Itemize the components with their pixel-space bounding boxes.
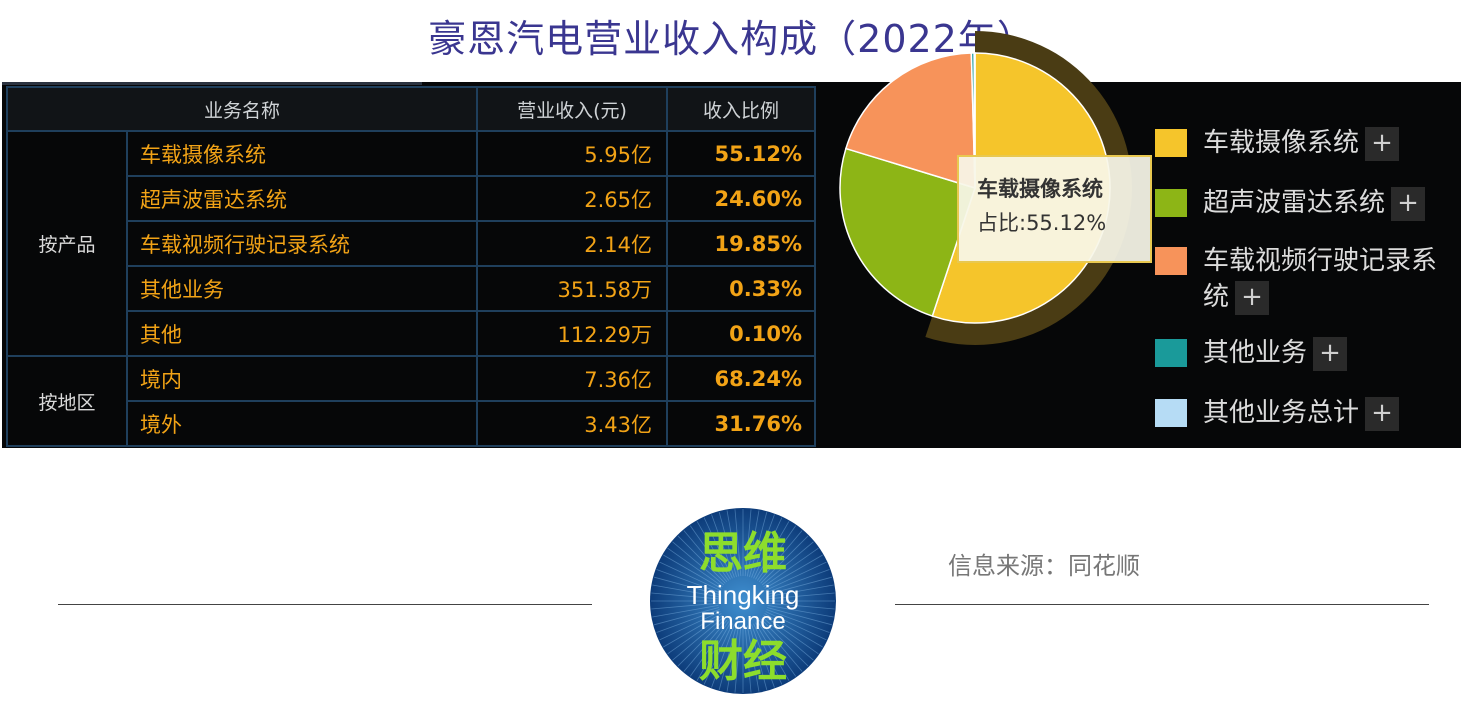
divider-left (58, 604, 592, 605)
chart-title: 豪恩汽电营业收入构成（2022年） (428, 17, 1036, 61)
business-name-cell: 境内 (126, 355, 478, 402)
source-note: 信息来源：同花顺 (948, 552, 1140, 580)
logo-line3: Finance (700, 608, 785, 635)
revenue-cell: 2.65亿 (476, 175, 668, 222)
legend-text: 车载摄像系统 (1203, 128, 1360, 158)
table-row: 按产品 车载摄像系统 5.95亿 55.12% (6, 130, 816, 357)
legend-swatch (1155, 189, 1187, 217)
business-name-cell: 境外 (126, 400, 478, 447)
legend-text: 其他业务 (1203, 338, 1308, 368)
header-business-name: 业务名称 (6, 86, 478, 132)
table-row: 车载视频行驶记录系统 2.14亿 19.85% (7, 220, 816, 267)
business-name-cell: 其他业务 (126, 265, 478, 312)
table-header-row: 业务名称 营业收入(元) 收入比例 (6, 86, 816, 132)
plus-icon[interactable]: + (1391, 186, 1426, 221)
revenue-cell: 5.95亿 (476, 130, 668, 177)
ratio-cell: 31.76% (666, 400, 816, 447)
group-label: 按地区 (6, 355, 128, 447)
legend-swatch (1155, 339, 1187, 367)
revenue-cell: 2.14亿 (476, 220, 668, 267)
ratio-cell: 0.10% (666, 310, 816, 357)
legend-swatch (1155, 399, 1187, 427)
pie-slice-2 (844, 52, 976, 190)
table-row: 其他业务 351.58万 0.33% (7, 265, 816, 312)
legend-text: 超声波雷达系统 (1203, 188, 1386, 218)
ratio-cell: 0.33% (666, 265, 816, 312)
legend-label: 车载视频行驶记录系统 + (1203, 243, 1453, 315)
revenue-cell: 351.58万 (476, 265, 668, 312)
tooltip-value: 占比:55.12% (977, 211, 1107, 235)
plus-icon[interactable]: + (1235, 280, 1270, 315)
ratio-cell: 68.24% (666, 355, 816, 402)
plus-icon[interactable]: + (1365, 396, 1400, 431)
data-panel: 业务名称 营业收入(元) 收入比例 按产品 车载摄像系统 5.95亿 55.12% 超声… (2, 82, 1461, 448)
pie-slice-4 (973, 52, 976, 189)
legend-label: 车载摄像系统 + (1203, 125, 1453, 161)
revenue-cell: 3.43亿 (476, 400, 668, 447)
legend-swatch (1155, 247, 1187, 275)
plus-icon[interactable]: + (1365, 126, 1400, 161)
table-row: 按地区 境内 7.36亿 68.24% (6, 355, 816, 447)
tooltip-name: 车载摄像系统 (977, 177, 1103, 201)
header-ratio: 收入比例 (666, 86, 816, 132)
ratio-cell: 24.60% (666, 175, 816, 222)
revenue-cell: 112.29万 (476, 310, 668, 357)
pie-slice-1 (839, 147, 976, 318)
legend-label: 超声波雷达系统 + (1203, 185, 1453, 221)
divider-right (895, 604, 1429, 605)
table-row: 境外 3.43亿 31.76% (7, 400, 816, 447)
ratio-cell: 55.12% (666, 130, 816, 177)
revenue-cell: 7.36亿 (476, 355, 668, 402)
revenue-table: 业务名称 营业收入(元) 收入比例 按产品 车载摄像系统 5.95亿 55.12% 超声… (6, 86, 816, 447)
business-name-cell: 其他 (126, 310, 478, 357)
table-row: 超声波雷达系统 2.65亿 24.60% (7, 175, 816, 222)
logo-line2: Thingking (687, 580, 800, 610)
legend-label: 其他业务总计 + (1203, 395, 1453, 431)
table-row: 其他 112.29万 0.10% (7, 310, 816, 357)
legend-text: 其他业务总计 (1203, 398, 1360, 428)
plus-icon[interactable]: + (1313, 336, 1348, 371)
logo-line4: 财经 (699, 637, 787, 686)
header-revenue: 营业收入(元) (476, 86, 668, 132)
legend-text: 车载视频行驶记录系统 (1203, 246, 1438, 312)
thinking-finance-logo: 思维 Thingking Finance 财经 (650, 508, 836, 694)
group-label: 按产品 (6, 130, 128, 357)
legend-label: 其他业务 + (1203, 335, 1453, 371)
business-name-cell: 超声波雷达系统 (126, 175, 478, 222)
business-name-cell: 车载视频行驶记录系统 (126, 220, 478, 267)
panel-top-line (2, 82, 422, 85)
logo-line1: 思维 (699, 529, 787, 578)
legend-swatch (1155, 129, 1187, 157)
ratio-cell: 19.85% (666, 220, 816, 267)
pie-tooltip: 车载摄像系统 占比:55.12% (957, 155, 1152, 263)
business-name-cell: 车载摄像系统 (126, 130, 478, 177)
